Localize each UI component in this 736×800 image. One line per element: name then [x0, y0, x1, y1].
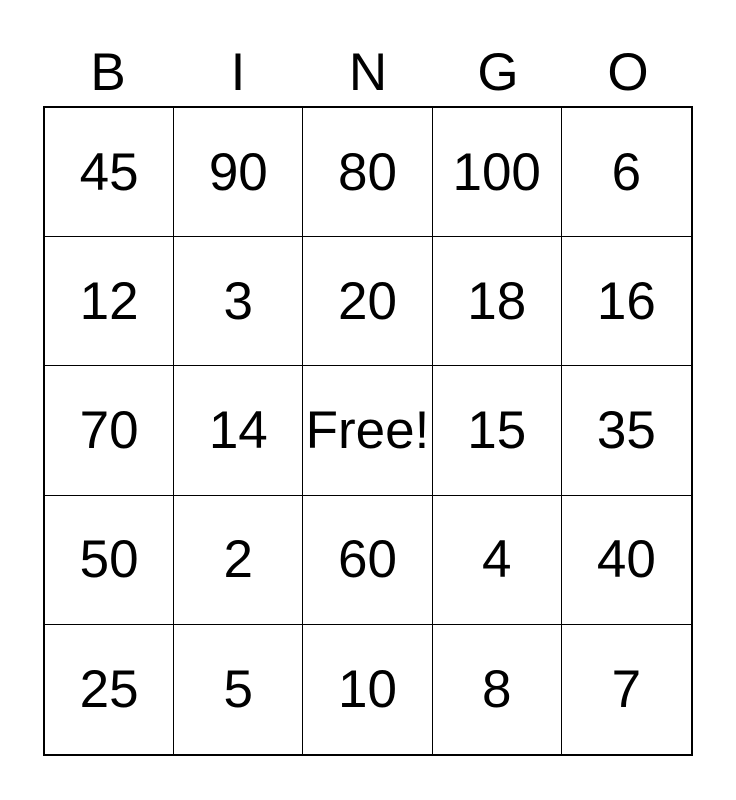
bingo-cell[interactable]: 7 [561, 624, 691, 754]
bingo-cell[interactable]: 60 [303, 495, 433, 625]
bingo-cell[interactable]: 80 [303, 108, 433, 238]
bingo-cell[interactable]: 5 [174, 624, 304, 754]
bingo-cell[interactable]: 8 [432, 624, 562, 754]
bingo-cell[interactable]: 50 [45, 495, 175, 625]
bingo-cell[interactable]: 4 [432, 495, 562, 625]
bingo-cell[interactable]: 90 [174, 108, 304, 238]
bingo-header: B I N G O [43, 38, 693, 106]
header-letter-o: O [607, 42, 649, 102]
bingo-cell[interactable]: 25 [45, 624, 175, 754]
bingo-cell[interactable]: 2 [174, 495, 304, 625]
bingo-cell-free[interactable]: Free! [303, 366, 433, 496]
header-letter-g: G [477, 42, 519, 102]
header-letter-i: I [230, 42, 246, 102]
bingo-cell[interactable]: 45 [45, 108, 175, 238]
header-letter-n: N [348, 42, 388, 102]
bingo-cell[interactable]: 6 [561, 108, 691, 238]
bingo-cell[interactable]: 10 [303, 624, 433, 754]
bingo-cell[interactable]: 3 [174, 237, 304, 367]
bingo-cell[interactable]: 18 [432, 237, 562, 367]
bingo-cell[interactable]: 12 [45, 237, 175, 367]
bingo-cell[interactable]: 100 [432, 108, 562, 238]
bingo-cell[interactable]: 70 [45, 366, 175, 496]
bingo-cell[interactable]: 16 [561, 237, 691, 367]
bingo-cell[interactable]: 20 [303, 237, 433, 367]
bingo-cell[interactable]: 40 [561, 495, 691, 625]
bingo-grid: 45 90 80 100 6 12 3 20 18 16 70 14 Free! 15 35 50 2 60 4 40… [43, 106, 693, 756]
bingo-cell[interactable]: 14 [174, 366, 304, 496]
bingo-cell[interactable]: 15 [432, 366, 562, 496]
header-letter-b: B [90, 42, 126, 102]
bingo-cell[interactable]: 35 [561, 366, 691, 496]
